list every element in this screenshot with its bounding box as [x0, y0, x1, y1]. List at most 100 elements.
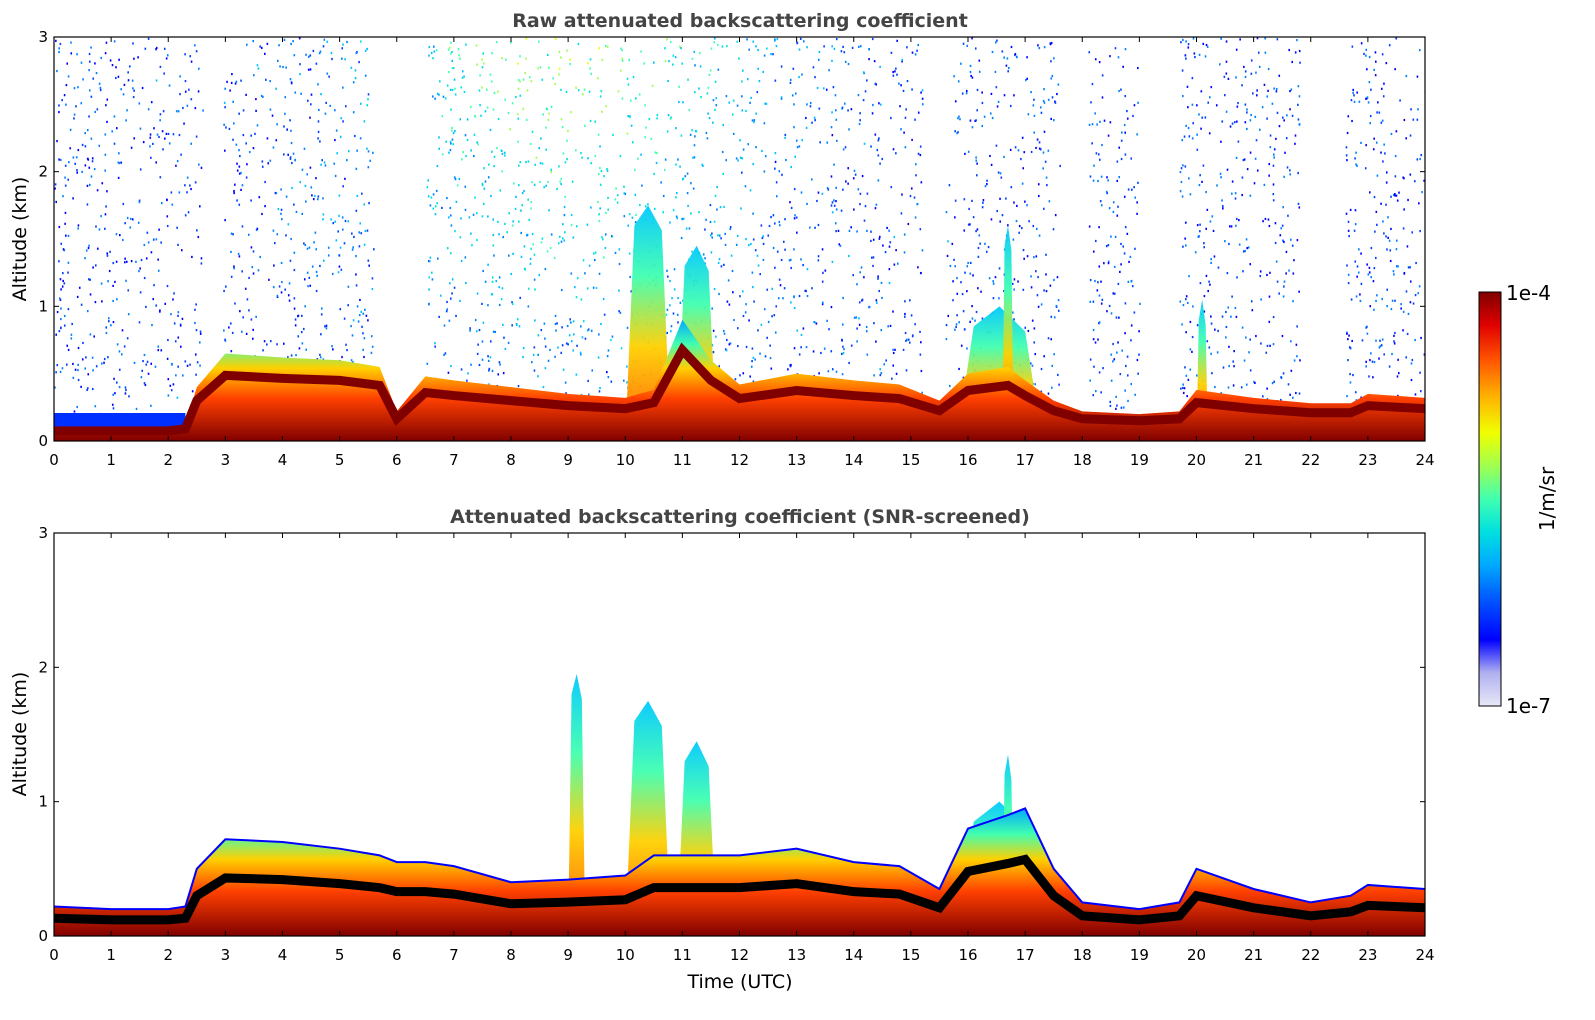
noise-speckle	[326, 40, 329, 43]
noise-speckle	[1117, 341, 1119, 344]
noise-speckle	[1038, 147, 1041, 150]
noise-speckle	[1123, 195, 1126, 198]
noise-speckle	[974, 119, 977, 123]
noise-speckle	[1047, 337, 1050, 340]
noise-speckle	[103, 357, 106, 361]
noise-speckle	[1389, 259, 1392, 263]
noise-speckle	[158, 228, 160, 231]
noise-speckle	[673, 268, 676, 271]
noise-speckle	[776, 250, 779, 253]
noise-speckle	[1234, 306, 1237, 310]
noise-speckle	[975, 119, 977, 122]
noise-speckle	[55, 200, 58, 204]
noise-speckle	[715, 104, 718, 107]
noise-speckle	[1022, 248, 1025, 252]
noise-speckle	[1133, 311, 1136, 314]
noise-speckle	[871, 37, 874, 41]
noise-speckle	[847, 109, 849, 112]
noise-speckle	[158, 135, 160, 139]
noise-speckle	[275, 192, 278, 195]
noise-speckle	[905, 108, 907, 111]
noise-speckle	[627, 224, 629, 227]
noise-speckle	[1391, 352, 1393, 356]
noise-speckle	[350, 66, 353, 69]
noise-speckle	[634, 193, 637, 196]
noise-speckle	[339, 246, 342, 249]
noise-speckle	[77, 378, 80, 382]
noise-speckle	[589, 58, 592, 61]
noise-speckle	[790, 266, 792, 270]
noise-speckle	[1228, 242, 1230, 246]
noise-speckle	[269, 159, 272, 162]
noise-speckle	[711, 307, 714, 310]
noise-speckle	[315, 62, 318, 65]
noise-speckle	[287, 356, 289, 359]
noise-speckle	[234, 183, 236, 186]
noise-speckle	[1354, 157, 1356, 160]
noise-speckle	[1274, 222, 1277, 225]
noise-speckle	[974, 319, 976, 322]
noise-speckle	[969, 320, 971, 323]
noise-speckle	[790, 206, 793, 210]
noise-speckle	[1272, 316, 1275, 319]
noise-speckle	[261, 46, 263, 50]
noise-speckle	[180, 153, 182, 156]
noise-speckle	[1227, 77, 1230, 80]
noise-speckle	[113, 142, 116, 145]
noise-speckle	[1097, 153, 1100, 156]
noise-speckle	[283, 125, 285, 128]
noise-speckle	[756, 254, 759, 257]
noise-speckle	[817, 191, 820, 194]
noise-speckle	[1050, 315, 1053, 318]
noise-speckle	[450, 108, 452, 111]
noise-speckle	[562, 368, 565, 371]
noise-speckle	[61, 99, 63, 102]
noise-speckle	[699, 65, 702, 68]
noise-speckle	[1003, 94, 1006, 97]
noise-speckle	[110, 324, 112, 327]
noise-speckle	[534, 163, 536, 166]
noise-speckle	[1236, 105, 1239, 108]
noise-speckle	[298, 347, 301, 350]
noise-speckle	[336, 152, 339, 155]
noise-speckle	[722, 329, 725, 333]
noise-speckle	[1410, 378, 1413, 382]
noise-speckle	[607, 375, 610, 379]
noise-speckle	[843, 348, 845, 351]
noise-speckle	[834, 94, 837, 97]
noise-speckle	[1400, 307, 1402, 310]
noise-speckle	[135, 260, 137, 263]
noise-speckle	[1269, 146, 1272, 149]
noise-speckle	[863, 142, 866, 145]
noise-speckle	[1353, 229, 1356, 232]
noise-speckle	[809, 226, 811, 229]
noise-speckle	[431, 278, 434, 281]
noise-speckle	[590, 329, 593, 332]
x-tick-label: 0	[49, 451, 59, 469]
noise-speckle	[957, 117, 959, 120]
noise-speckle	[1120, 88, 1122, 91]
noise-speckle	[1347, 229, 1350, 232]
noise-speckle	[760, 323, 763, 326]
noise-speckle	[60, 307, 62, 310]
noise-speckle	[242, 316, 245, 319]
noise-speckle	[904, 315, 906, 318]
noise-speckle	[78, 286, 81, 289]
noise-speckle	[459, 299, 461, 303]
noise-speckle	[1232, 384, 1235, 387]
noise-speckle	[1263, 83, 1266, 86]
noise-speckle	[795, 139, 798, 142]
noise-speckle	[344, 177, 346, 180]
noise-speckle	[191, 390, 194, 393]
noise-speckle	[177, 365, 179, 368]
noise-speckle	[778, 170, 781, 173]
noise-speckle	[1214, 385, 1216, 389]
noise-speckle	[914, 216, 917, 219]
noise-speckle	[1226, 272, 1229, 275]
noise-speckle	[160, 349, 163, 352]
noise-speckle	[904, 331, 907, 335]
noise-speckle	[224, 87, 226, 90]
noise-speckle	[177, 336, 180, 339]
x-tick-label: 7	[449, 451, 459, 469]
noise-speckle	[757, 264, 760, 267]
